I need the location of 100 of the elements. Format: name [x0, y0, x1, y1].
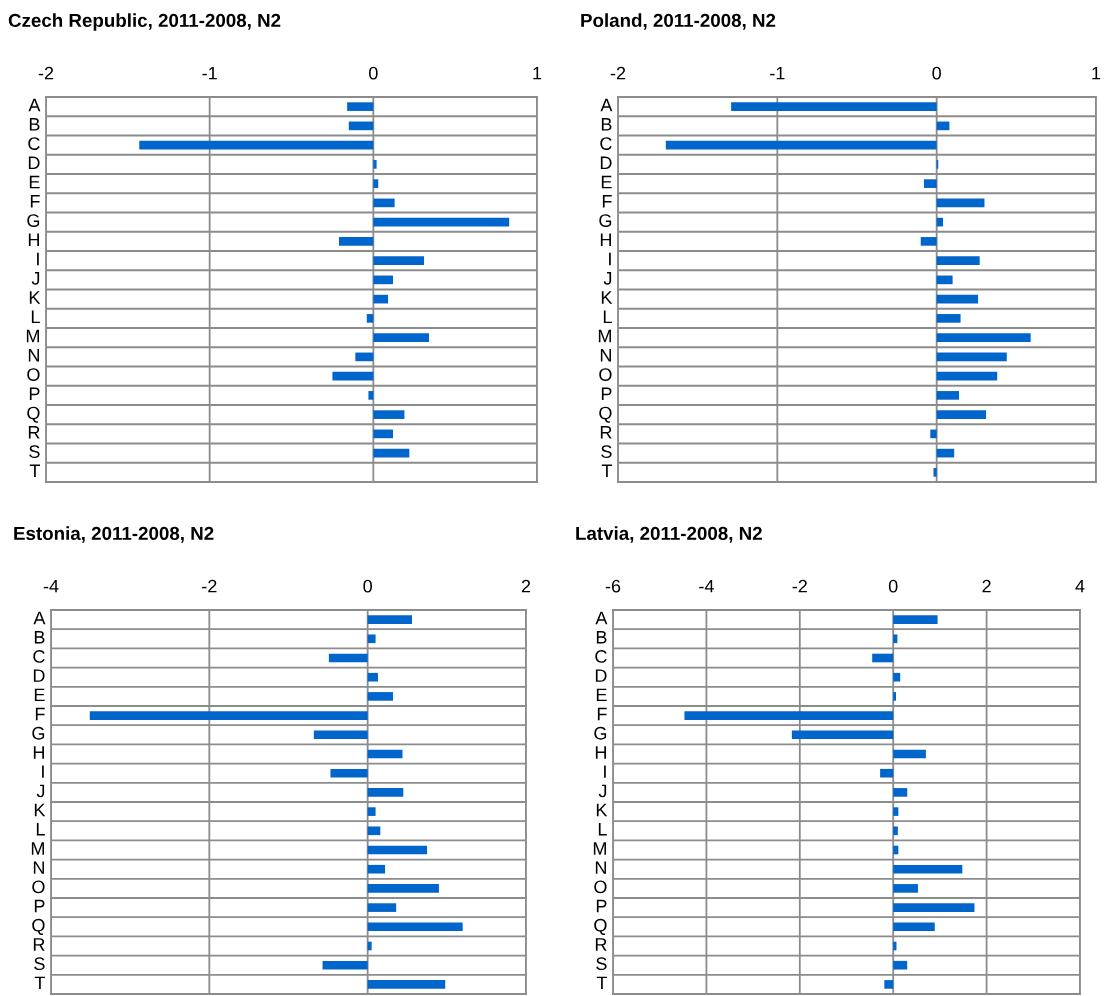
y-tick-label: T — [29, 464, 41, 478]
chart-title: Poland, 2011-2008, N2 — [581, 13, 776, 30]
y-tick-label: T — [596, 976, 608, 990]
x-tick-label: 2 — [982, 579, 991, 593]
bar — [368, 391, 374, 400]
y-tick-label: J — [36, 784, 45, 798]
bar — [373, 448, 410, 458]
bar — [791, 730, 894, 740]
x-tick-label: 0 — [369, 66, 378, 80]
bar — [893, 672, 901, 682]
y-tick-label: G — [32, 726, 45, 740]
y-tick-label: D — [33, 669, 45, 682]
bar — [936, 294, 979, 304]
bar — [348, 121, 374, 131]
bar — [893, 960, 908, 970]
bar — [923, 179, 937, 188]
y-tick-label: I — [37, 252, 39, 266]
x-tick-label: -2 — [38, 66, 54, 80]
x-tick-label: -2 — [792, 579, 807, 593]
y-tick-label: I — [609, 252, 611, 266]
y-tick-label: T — [34, 976, 46, 990]
y-tick-label: E — [34, 688, 45, 702]
y-tick-label: K — [29, 291, 41, 304]
y-tick-label: M — [593, 842, 606, 855]
bar — [367, 884, 439, 893]
bar — [936, 314, 961, 323]
bar — [930, 429, 937, 439]
y-tick-label: L — [603, 310, 612, 324]
bar — [373, 256, 425, 265]
bar — [893, 615, 938, 624]
x-tick-label: -1 — [202, 66, 217, 80]
y-tick-label: B — [34, 631, 45, 644]
y-tick-label: H — [595, 746, 606, 759]
bar — [367, 980, 446, 989]
bar — [731, 102, 937, 111]
y-tick-label: C — [600, 137, 612, 150]
x-tick-label: -6 — [605, 579, 621, 593]
y-tick-label: J — [31, 272, 40, 285]
y-tick-label: O — [599, 368, 612, 381]
bar — [933, 468, 937, 477]
bar — [367, 749, 403, 759]
y-tick-label: N — [600, 349, 611, 362]
x-tick-label: -4 — [699, 579, 714, 593]
y-tick-label: A — [28, 98, 41, 112]
bar — [936, 275, 953, 285]
y-tick-label: C — [28, 137, 40, 150]
bar — [367, 941, 372, 951]
bar — [936, 391, 959, 400]
y-tick-label: I — [42, 765, 44, 778]
y-tick-label: E — [596, 688, 607, 702]
bar — [367, 672, 378, 682]
y-tick-label: F — [602, 195, 612, 208]
bar — [367, 615, 412, 624]
y-tick-label: C — [33, 650, 45, 663]
y-tick-label: E — [601, 175, 612, 189]
bar — [338, 237, 374, 246]
bar — [89, 711, 368, 720]
bar — [893, 903, 975, 912]
bar — [872, 653, 894, 663]
bar — [936, 256, 980, 265]
bar — [313, 730, 368, 740]
bar — [893, 788, 908, 797]
bar — [355, 352, 374, 362]
y-tick-label: K — [601, 291, 613, 304]
y-tick-label: F — [35, 707, 45, 721]
bar — [893, 749, 926, 759]
bar — [936, 352, 1007, 362]
y-tick-label: K — [596, 803, 608, 817]
y-tick-label: L — [31, 310, 40, 324]
y-tick-label: H — [33, 746, 44, 759]
y-tick-label: A — [595, 611, 608, 625]
bar — [328, 653, 368, 663]
x-tick-label: 0 — [363, 579, 372, 593]
bar — [684, 711, 894, 720]
y-tick-label: F — [597, 707, 607, 721]
bar — [893, 922, 935, 932]
y-tick-label: L — [36, 823, 45, 836]
y-tick-label: Q — [599, 406, 612, 423]
y-tick-label: O — [594, 880, 607, 894]
bar — [893, 845, 899, 855]
bar — [936, 198, 985, 208]
y-tick-label: N — [595, 861, 606, 874]
y-tick-label: G — [27, 214, 40, 227]
y-tick-label: D — [595, 669, 607, 682]
bar — [936, 371, 998, 381]
bar — [139, 140, 374, 150]
y-tick-label: Q — [594, 918, 607, 935]
bar — [367, 903, 397, 912]
bar — [367, 922, 463, 932]
bar — [893, 864, 963, 874]
y-tick-label: E — [29, 175, 40, 189]
chart-title: Czech Republic, 2011-2008, N2 — [8, 13, 281, 31]
x-tick-label: 4 — [1075, 579, 1085, 593]
y-tick-label: P — [34, 899, 45, 913]
y-tick-label: G — [594, 726, 607, 740]
bar — [665, 140, 937, 150]
y-tick-label: O — [27, 368, 40, 381]
y-tick-label: G — [599, 214, 612, 227]
bar — [373, 333, 429, 342]
bar — [936, 410, 987, 419]
